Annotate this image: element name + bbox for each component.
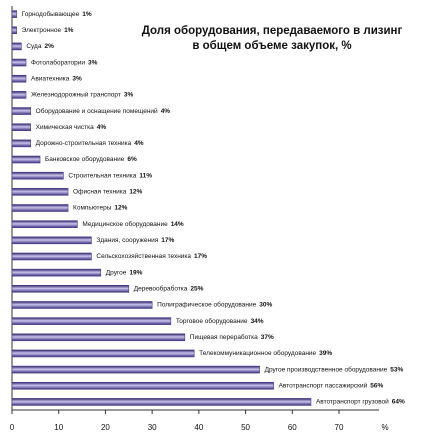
x-axis-label: % <box>381 423 388 432</box>
value-label: 39% <box>319 350 332 357</box>
bar <box>11 220 78 228</box>
bar <box>11 107 31 115</box>
bar <box>11 155 41 164</box>
bar <box>11 139 31 148</box>
bar <box>11 91 27 99</box>
x-tick-label: 10 <box>54 423 63 432</box>
bar <box>11 268 102 277</box>
bar <box>11 333 186 342</box>
category-label: Здания, сооружения <box>96 237 158 244</box>
value-label: 25% <box>190 286 203 293</box>
value-label: 3% <box>124 92 134 99</box>
category-label: Суда <box>26 43 42 50</box>
value-label: 1% <box>64 27 74 34</box>
x-tick-label: 50 <box>241 423 250 432</box>
category-label: Пищевая переработка <box>190 333 258 341</box>
x-tick-label: 20 <box>101 423 110 432</box>
bar <box>11 317 172 325</box>
category-label: Электронное <box>22 27 62 34</box>
category-label: Компьютеры <box>73 205 112 212</box>
bar <box>11 204 69 212</box>
bar <box>11 58 27 67</box>
value-label: 14% <box>171 221 184 228</box>
category-label: Телекоммуникационное оборудование <box>199 349 316 357</box>
value-label: 56% <box>370 382 383 389</box>
value-label: 12% <box>114 205 127 212</box>
category-label: Строительная техника <box>68 172 136 179</box>
x-tick-label: 30 <box>148 423 157 432</box>
x-tick-label: 40 <box>194 423 203 432</box>
value-label: 3% <box>72 75 82 82</box>
bar <box>11 398 312 406</box>
value-label: 3% <box>88 59 98 66</box>
category-label: Авиатехника <box>31 75 70 82</box>
bar <box>11 171 64 180</box>
value-label: 4% <box>161 108 171 115</box>
category-label: Оборудование и оснащение помещений <box>36 107 158 115</box>
bar <box>11 123 31 131</box>
bar <box>11 188 69 196</box>
bar <box>11 365 260 374</box>
category-label: Дорожно-строительная техника <box>36 140 132 147</box>
category-label: Полиграфическое оборудование <box>157 301 257 309</box>
value-label: 34% <box>251 318 264 325</box>
category-label: Медицинское оборудование <box>82 220 168 228</box>
value-label: 17% <box>161 237 174 244</box>
category-label: Автотранспорт пассажирский <box>279 381 368 389</box>
bar <box>11 74 27 83</box>
category-label: Другое <box>106 269 127 276</box>
value-label: 19% <box>129 269 142 276</box>
x-tick-label: 0 <box>10 423 15 432</box>
value-label: 1% <box>82 11 92 18</box>
x-tick-label: 70 <box>335 423 344 432</box>
chart-title: в общем объеме закупок, % <box>192 40 351 52</box>
value-label: 64% <box>392 399 405 406</box>
bar <box>11 349 195 358</box>
category-label: Автотранспорт грузовой <box>316 398 389 406</box>
category-label: Железнодорожный транспорт <box>31 91 121 99</box>
value-label: 30% <box>259 302 272 309</box>
bar <box>11 284 130 293</box>
value-label: 37% <box>261 334 274 341</box>
category-label: Другое производственное оборудование <box>265 365 388 373</box>
category-label: Офисная техника <box>73 189 127 196</box>
bar <box>11 252 92 261</box>
value-label: 17% <box>194 253 207 260</box>
category-label: Горнодобывающее <box>22 10 80 18</box>
bar <box>11 236 92 245</box>
category-label: Фотолаборатории <box>31 58 85 66</box>
bar <box>11 381 274 390</box>
category-label: Торговое оборудование <box>176 317 248 325</box>
bar <box>11 42 22 51</box>
value-label: 12% <box>129 189 142 196</box>
value-label: 6% <box>127 156 137 163</box>
category-label: Химическая чистка <box>36 124 94 131</box>
x-tick-label: 60 <box>288 423 297 432</box>
value-label: 11% <box>139 172 152 179</box>
category-label: Деревообработка <box>134 285 188 293</box>
value-label: 4% <box>97 124 107 131</box>
value-label: 2% <box>44 43 54 50</box>
bar <box>11 301 153 309</box>
bar <box>11 10 17 18</box>
category-label: Сельскохозяйственная техника <box>96 252 191 260</box>
chart-title: Доля оборудования, передаваемого в лизин… <box>142 25 403 37</box>
category-label: Банковское оборудование <box>45 155 125 163</box>
value-label: 4% <box>134 140 144 147</box>
bar <box>11 26 17 35</box>
value-label: 53% <box>390 366 403 373</box>
